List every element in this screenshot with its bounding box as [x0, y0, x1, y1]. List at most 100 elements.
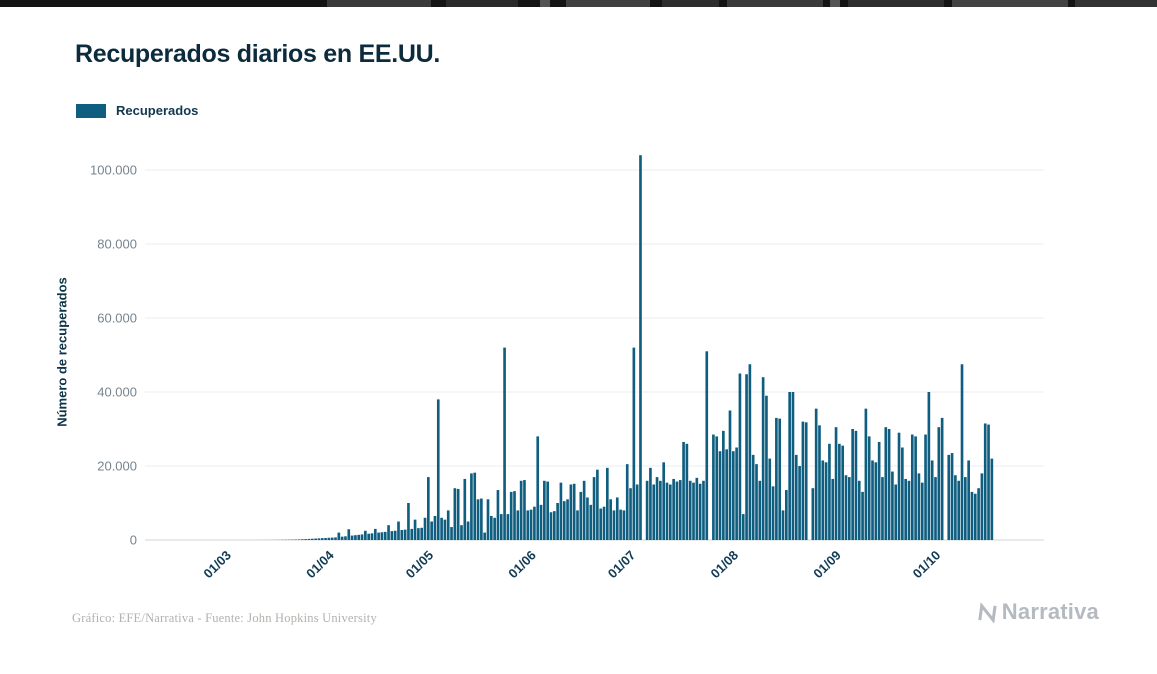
bar	[748, 364, 752, 540]
bar	[678, 480, 682, 540]
bar	[970, 491, 974, 540]
bar	[400, 530, 404, 540]
legend-label: Recuperados	[116, 103, 199, 118]
bar	[470, 473, 473, 540]
bar	[934, 477, 937, 540]
bar	[606, 467, 609, 540]
bar	[327, 537, 331, 540]
bar	[725, 449, 728, 540]
x-tick-label: 01/08	[708, 548, 742, 582]
bar	[967, 460, 970, 540]
bar	[413, 519, 417, 540]
x-tick-label: 01/10	[910, 548, 944, 582]
bar	[496, 490, 500, 540]
browser-chrome-strip	[0, 0, 1157, 7]
bar	[980, 473, 984, 540]
bar	[851, 429, 854, 540]
bar	[417, 528, 420, 540]
bar	[801, 421, 805, 540]
bar	[897, 432, 901, 540]
bar	[476, 499, 480, 540]
bar	[314, 538, 317, 540]
bar	[403, 529, 407, 540]
bar	[453, 488, 457, 540]
chrome-segment	[952, 0, 1068, 7]
bar	[665, 482, 669, 540]
bar	[910, 434, 914, 540]
bar	[688, 480, 692, 540]
bar	[791, 392, 795, 540]
bar	[506, 514, 510, 540]
bar	[771, 486, 775, 540]
bar	[556, 503, 559, 540]
bar	[393, 530, 397, 540]
bar	[324, 537, 327, 540]
bar	[473, 472, 477, 540]
y-tick-label: 20.000	[97, 459, 137, 474]
bar	[523, 480, 526, 540]
x-tick-label: 01/04	[303, 547, 337, 581]
bar	[489, 515, 493, 540]
bar	[334, 537, 337, 540]
bar	[367, 533, 370, 540]
bar	[546, 481, 549, 540]
bar	[884, 427, 888, 540]
bar	[728, 410, 732, 540]
bar	[731, 451, 735, 540]
bar	[354, 535, 357, 540]
bar	[781, 510, 785, 540]
bar	[559, 482, 563, 540]
y-tick-label: 40.000	[97, 385, 137, 400]
bar	[867, 436, 871, 540]
bar	[828, 443, 831, 540]
bar	[702, 480, 705, 540]
bar	[854, 430, 858, 540]
bar	[957, 480, 961, 540]
bar	[632, 347, 636, 540]
bar	[433, 515, 437, 540]
bar	[675, 481, 679, 540]
bar	[307, 538, 311, 540]
bar	[320, 538, 324, 540]
bar	[592, 477, 596, 540]
bar	[765, 395, 768, 540]
bar	[798, 466, 801, 540]
bar	[705, 351, 709, 540]
narrativa-wordmark: Narrativa	[1001, 599, 1099, 624]
bar	[526, 510, 530, 540]
chrome-segment	[446, 0, 518, 7]
bar	[937, 427, 941, 540]
bar	[914, 436, 917, 540]
bar	[930, 460, 934, 540]
bar	[751, 454, 755, 540]
bar	[871, 460, 874, 540]
bar	[615, 497, 619, 540]
bar	[894, 484, 898, 540]
bar	[390, 531, 394, 540]
bar	[639, 155, 642, 540]
bar	[758, 480, 762, 540]
bar	[698, 483, 702, 540]
bar	[450, 527, 453, 540]
bar	[668, 484, 672, 540]
bar	[811, 488, 815, 540]
bar	[804, 422, 808, 540]
bar	[662, 462, 666, 540]
bar	[337, 532, 341, 540]
bar	[745, 374, 748, 540]
bar	[788, 392, 791, 540]
bar	[340, 536, 344, 540]
bar	[841, 445, 845, 540]
bar	[420, 527, 424, 540]
bar	[460, 525, 463, 540]
bar	[602, 506, 606, 540]
y-tick-label: 0	[130, 533, 137, 548]
bar	[436, 399, 440, 540]
legend: Recuperados	[76, 103, 198, 118]
chrome-segment	[830, 0, 840, 7]
bar	[857, 480, 861, 540]
bar	[940, 417, 944, 540]
bar	[695, 477, 699, 540]
chrome-segment	[727, 0, 823, 7]
